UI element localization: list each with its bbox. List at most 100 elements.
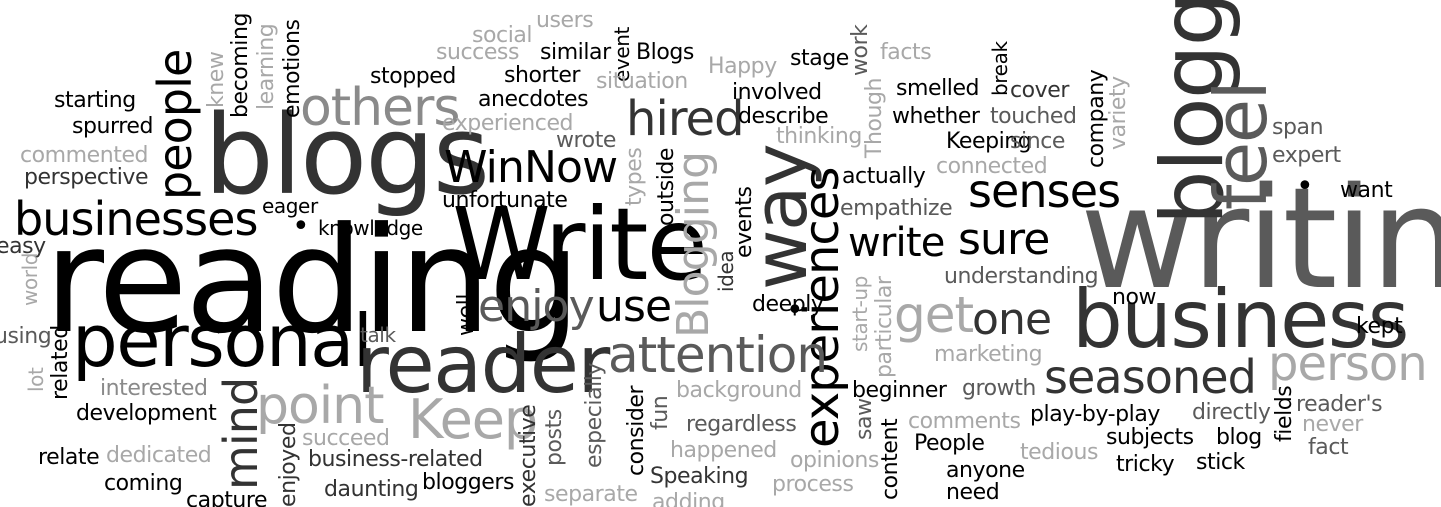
word: hired: [626, 91, 745, 147]
word: starting: [54, 88, 136, 113]
word: business: [1072, 273, 1409, 366]
word: learning: [254, 23, 279, 110]
word: Though: [862, 77, 887, 158]
word: dedicated: [106, 443, 212, 468]
word: saw: [852, 398, 877, 440]
word: regardless: [686, 412, 797, 437]
word: related: [48, 325, 73, 400]
word: others: [300, 78, 460, 138]
word: particular: [872, 276, 897, 378]
word: interested: [100, 376, 208, 401]
word: business-related: [308, 447, 483, 472]
word: happened: [670, 438, 777, 463]
word: opinions: [790, 448, 879, 473]
word: company: [1084, 69, 1109, 168]
word: work: [848, 24, 873, 76]
word: attention: [608, 326, 828, 384]
word: mind: [214, 377, 268, 490]
word: success: [436, 40, 519, 65]
word: blog: [1216, 425, 1262, 450]
word: personal: [72, 299, 373, 383]
word: becoming: [228, 13, 253, 118]
word: capture: [186, 488, 268, 507]
word: knew: [204, 51, 229, 108]
word: connected: [936, 154, 1048, 179]
word: knowledge: [318, 216, 423, 240]
word: well: [454, 294, 479, 336]
word: seasoned: [1044, 350, 1257, 404]
word: businesses: [14, 192, 258, 246]
word: enjoy: [478, 281, 595, 332]
word: anecdotes: [478, 87, 589, 112]
word: social: [472, 23, 533, 48]
word: break: [988, 41, 1012, 96]
word: eager: [262, 194, 318, 218]
word: anyone: [946, 458, 1025, 483]
word: fields: [1272, 385, 1297, 442]
word: Keeping: [946, 129, 1032, 154]
word: actually: [842, 164, 926, 189]
word: point: [256, 376, 384, 436]
word: beginner: [852, 378, 947, 403]
word: People: [914, 431, 985, 456]
word: person: [1268, 336, 1428, 392]
word: Speaking: [650, 464, 749, 489]
word: consider: [624, 385, 649, 476]
word: outside: [654, 147, 679, 226]
word: people: [148, 49, 202, 200]
word: situation: [596, 69, 688, 94]
word: lot: [24, 367, 48, 392]
word: directly: [1192, 400, 1271, 425]
word: world: [18, 252, 42, 306]
word: using: [0, 324, 52, 349]
word: especially: [582, 362, 607, 468]
word: reader's: [1296, 392, 1383, 417]
word: content: [878, 418, 903, 500]
word: process: [772, 472, 854, 497]
word: tedious: [1020, 440, 1099, 465]
word: tricky: [1116, 452, 1175, 477]
bullet-dot-icon: •: [786, 293, 804, 328]
word: background: [676, 378, 802, 403]
word: now: [1112, 285, 1157, 310]
word: stick: [1196, 450, 1245, 475]
word: whether: [892, 104, 980, 129]
word: easy: [0, 234, 46, 259]
word: users: [536, 8, 594, 33]
word: executive: [516, 404, 541, 507]
word: stopped: [370, 64, 456, 89]
word: one: [972, 294, 1052, 345]
word: adding: [652, 490, 725, 507]
word: bloggers: [422, 470, 514, 495]
word: expert: [1272, 143, 1341, 168]
word: use: [596, 281, 672, 332]
word: relate: [38, 445, 100, 470]
word: thinking: [776, 124, 862, 149]
word: variety: [1106, 76, 1131, 150]
word: Happy: [708, 54, 777, 79]
word: start-up: [848, 276, 872, 352]
word: Write: [452, 186, 708, 303]
word: comments: [908, 409, 1021, 434]
word: commented: [20, 143, 149, 168]
bullet-dot-icon: •: [1296, 169, 1314, 204]
word: shorter: [504, 63, 581, 88]
word: sure: [958, 214, 1050, 265]
word: fact: [1308, 435, 1349, 460]
word: WinNow: [444, 142, 618, 193]
word: empathize: [840, 196, 953, 221]
word: want: [1340, 178, 1393, 203]
word: Blogs: [636, 40, 694, 65]
word: blogs: [204, 91, 490, 219]
word: enjoyed: [276, 422, 301, 507]
word: posts: [542, 409, 567, 466]
word: growth: [962, 376, 1036, 401]
word: types: [622, 147, 647, 206]
word: stage: [790, 46, 849, 71]
word: describe: [738, 104, 829, 129]
word: write: [848, 220, 945, 266]
word: similar: [540, 40, 611, 65]
word: fun: [648, 395, 673, 430]
word: Keep: [408, 388, 538, 451]
